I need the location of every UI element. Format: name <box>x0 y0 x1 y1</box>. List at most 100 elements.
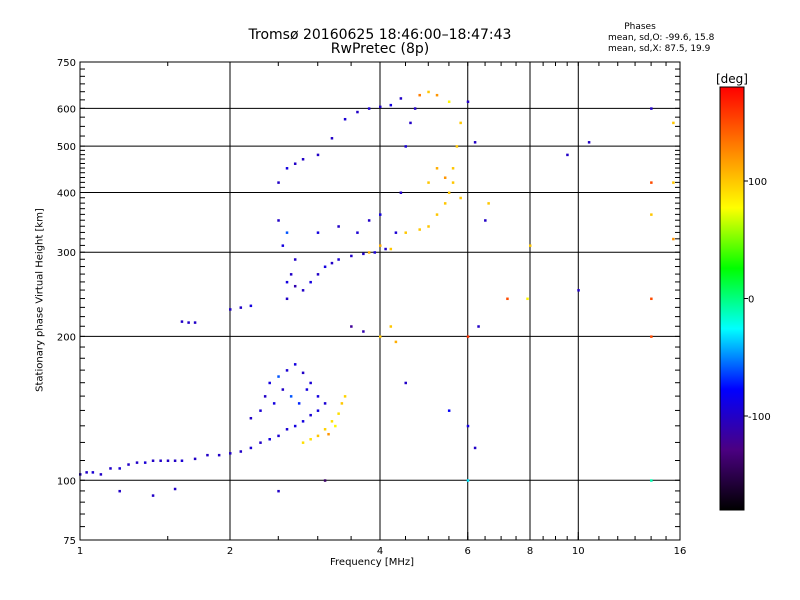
data-point <box>316 409 320 412</box>
data-point <box>239 450 243 453</box>
data-point <box>316 434 320 438</box>
data-point <box>384 247 387 251</box>
data-point <box>229 452 232 455</box>
data-point <box>526 297 529 301</box>
x-tick-label: 1 <box>77 546 83 557</box>
phase-stats-o: mean, sd,O: -99.6, 15.8 <box>608 33 715 43</box>
y-tick-label: 300 <box>57 248 76 259</box>
data-point <box>435 213 439 216</box>
data-point <box>650 335 653 338</box>
data-point <box>289 395 293 398</box>
data-point <box>427 90 430 94</box>
data-point <box>268 381 271 385</box>
data-point <box>404 231 407 234</box>
data-point <box>379 105 382 109</box>
chart-subtitle: RwPretec (8p) <box>330 41 430 57</box>
y-tick-label: 75 <box>63 536 76 547</box>
data-point <box>337 412 340 415</box>
data-point <box>285 428 289 431</box>
y-tick-label: 500 <box>57 142 76 153</box>
data-point <box>367 251 371 254</box>
data-point <box>427 181 430 184</box>
data-point <box>399 191 403 194</box>
data-point <box>249 416 253 420</box>
data-point <box>309 437 312 441</box>
data-point <box>473 446 477 450</box>
data-point <box>316 395 320 398</box>
colorbar-tick-label: 100 <box>748 177 767 188</box>
data-point <box>159 459 162 462</box>
data-point <box>309 413 312 417</box>
data-point <box>293 284 297 288</box>
data-point <box>301 289 305 292</box>
data-point <box>650 107 653 110</box>
x-tick-label: 10 <box>572 546 585 557</box>
data-point <box>301 420 305 423</box>
data-point <box>337 225 340 228</box>
x-axis-label: Frequency [MHz] <box>330 557 415 568</box>
data-point <box>451 181 455 184</box>
data-point <box>277 375 280 378</box>
x-tick-label: 4 <box>377 546 383 557</box>
data-point <box>427 225 430 228</box>
data-point <box>451 167 455 170</box>
data-point <box>672 237 675 241</box>
axes: 1 2 4 6 8 10 16 75 100 200 300 400 500 600 750 <box>57 58 686 557</box>
colorbar-label: [deg] <box>716 72 748 86</box>
data-point <box>379 213 382 216</box>
data-point <box>389 247 393 251</box>
chart-title: Tromsø 20160625 18:46:00–18:47:43 <box>248 27 512 43</box>
data-point <box>389 103 393 107</box>
data-point <box>323 428 327 431</box>
data-point <box>272 402 276 405</box>
data-point <box>323 265 327 269</box>
data-point <box>379 244 382 247</box>
data-point <box>316 273 320 276</box>
y-tick-label: 400 <box>57 188 76 199</box>
data-point <box>180 459 184 462</box>
data-point <box>285 167 289 170</box>
data-point <box>650 181 653 184</box>
grid-lines <box>80 62 680 540</box>
data-point <box>343 395 347 398</box>
data-point <box>343 117 347 121</box>
data-point <box>455 145 459 148</box>
data-point <box>447 409 451 412</box>
data-point <box>373 251 377 254</box>
data-point <box>399 97 403 100</box>
data-point <box>566 153 569 157</box>
data-point <box>477 325 480 328</box>
data-point <box>435 167 439 170</box>
x-tick-label: 6 <box>465 546 471 557</box>
data-point <box>173 487 177 491</box>
data-point <box>466 479 470 482</box>
colorbar-tick-label: 0 <box>748 295 754 306</box>
data-point <box>362 252 365 256</box>
data-point <box>404 381 407 385</box>
data-point <box>193 321 197 324</box>
data-point <box>91 471 95 474</box>
data-point <box>323 479 327 482</box>
data-point <box>293 162 297 165</box>
data-point <box>285 369 289 372</box>
phase-stats-x: mean, sd,X: 87.5, 19.9 <box>608 44 711 54</box>
y-tick-label: 750 <box>57 58 76 69</box>
data-point <box>443 202 447 205</box>
data-point <box>340 402 344 405</box>
data-point <box>173 459 177 462</box>
data-point <box>487 202 490 205</box>
data-point <box>394 231 398 234</box>
data-point <box>180 320 184 323</box>
data-point <box>259 441 262 444</box>
data-point <box>293 424 297 428</box>
data-point <box>356 231 359 234</box>
colorbar-ticks: 100 0 -100 <box>744 177 771 423</box>
data-point <box>484 219 487 222</box>
data-point <box>350 254 353 258</box>
data-point <box>443 176 447 179</box>
data-point <box>330 261 334 265</box>
data-point <box>466 335 470 338</box>
data-point <box>151 459 155 462</box>
data-point <box>301 441 305 444</box>
data-point <box>99 473 103 476</box>
